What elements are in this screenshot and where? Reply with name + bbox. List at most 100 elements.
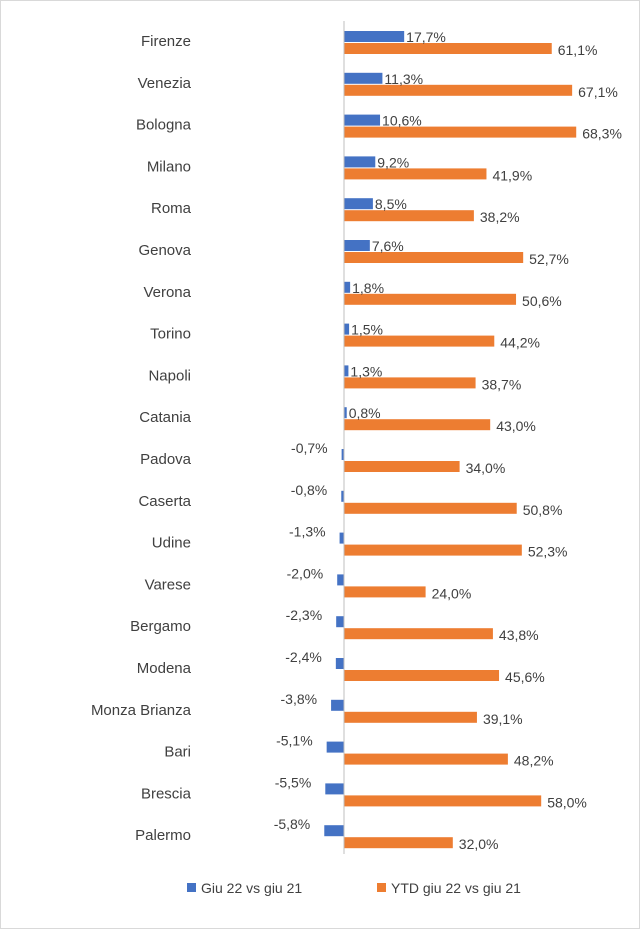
value-label-ytd-roma: 38,2% bbox=[480, 209, 520, 225]
bar-ytd-varese bbox=[344, 586, 426, 598]
value-label-giu-palermo: -5,8% bbox=[274, 816, 311, 832]
value-label-giu-monza-brianza: -3,8% bbox=[281, 691, 318, 707]
bar-giu-genova bbox=[344, 240, 370, 251]
bar-ytd-caserta bbox=[344, 502, 517, 514]
category-label-brescia: Brescia bbox=[141, 785, 192, 802]
category-label-catania: Catania bbox=[139, 409, 191, 426]
value-label-giu-torino: 1,5% bbox=[351, 322, 383, 338]
value-label-giu-milano: 9,2% bbox=[377, 154, 409, 170]
category-label-caserta: Caserta bbox=[138, 493, 191, 510]
category-label-venezia: Venezia bbox=[138, 75, 192, 92]
value-label-giu-brescia: -5,5% bbox=[275, 774, 312, 790]
bar-ytd-udine bbox=[344, 544, 522, 556]
value-label-giu-firenze: 17,7% bbox=[406, 29, 446, 45]
value-label-ytd-bergamo: 43,8% bbox=[499, 627, 539, 643]
bar-giu-bergamo bbox=[336, 616, 344, 628]
category-label-torino: Torino bbox=[150, 326, 191, 343]
value-label-giu-udine: -1,3% bbox=[289, 524, 326, 540]
category-label-padova: Padova bbox=[140, 451, 192, 468]
value-label-ytd-caserta: 50,8% bbox=[523, 502, 563, 518]
bar-ytd-bari bbox=[344, 753, 508, 765]
category-label-palermo: Palermo bbox=[135, 827, 191, 844]
bar-giu-roma bbox=[344, 198, 373, 210]
bar-ytd-torino bbox=[344, 335, 495, 347]
value-label-ytd-torino: 44,2% bbox=[500, 335, 540, 351]
bar-giu-firenze bbox=[344, 31, 405, 42]
value-label-ytd-palermo: 32,0% bbox=[459, 836, 499, 852]
value-label-giu-catania: 0,8% bbox=[349, 405, 381, 421]
value-label-ytd-milano: 41,9% bbox=[492, 167, 532, 183]
bar-giu-udine bbox=[339, 532, 344, 544]
bar-ytd-roma bbox=[344, 210, 474, 222]
value-label-ytd-genova: 52,7% bbox=[529, 251, 569, 267]
category-label-bergamo: Bergamo bbox=[130, 618, 191, 635]
category-label-modena: Modena bbox=[137, 660, 192, 677]
value-label-giu-varese: -2,0% bbox=[287, 565, 324, 581]
category-label-bologna: Bologna bbox=[136, 117, 192, 134]
bar-ytd-milano bbox=[344, 168, 487, 180]
value-label-giu-padova: -0,7% bbox=[291, 440, 328, 456]
bar-ytd-palermo bbox=[344, 837, 453, 849]
value-label-ytd-padova: 34,0% bbox=[466, 460, 506, 476]
value-label-giu-bologna: 10,6% bbox=[382, 113, 422, 129]
bar-giu-padova bbox=[341, 449, 344, 460]
value-label-ytd-monza-brianza: 39,1% bbox=[483, 711, 523, 727]
value-label-giu-venezia: 11,3% bbox=[384, 71, 423, 87]
category-label-napoli: Napoli bbox=[148, 367, 191, 384]
value-label-giu-genova: 7,6% bbox=[372, 238, 404, 254]
value-label-ytd-bologna: 68,3% bbox=[582, 126, 622, 142]
bar-giu-milano bbox=[344, 156, 376, 168]
bar-giu-catania bbox=[344, 407, 347, 419]
bar-ytd-monza-brianza bbox=[344, 711, 477, 723]
value-label-ytd-udine: 52,3% bbox=[528, 544, 568, 560]
bar-giu-napoli bbox=[344, 365, 349, 377]
bars bbox=[324, 31, 577, 849]
bar-giu-modena bbox=[335, 658, 344, 669]
value-label-giu-bergamo: -2,3% bbox=[286, 607, 323, 623]
category-label-roma: Roma bbox=[151, 200, 192, 217]
legend-label-giu: Giu 22 vs giu 21 bbox=[201, 880, 302, 896]
bar-ytd-padova bbox=[344, 461, 460, 472]
bar-giu-caserta bbox=[341, 490, 344, 502]
legend-swatch-giu bbox=[187, 883, 196, 892]
bar-ytd-napoli bbox=[344, 377, 476, 389]
category-labels: Firenze Venezia Bologna Milano Roma Genova Ver… bbox=[91, 33, 192, 844]
bar-giu-verona bbox=[344, 281, 351, 293]
bar-giu-bari bbox=[326, 741, 344, 753]
bar-ytd-bologna bbox=[344, 126, 577, 138]
legend-swatch-ytd bbox=[377, 883, 386, 892]
bar-giu-bologna bbox=[344, 114, 381, 126]
value-label-giu-roma: 8,5% bbox=[375, 196, 407, 212]
value-label-ytd-napoli: 38,7% bbox=[482, 376, 522, 392]
bar-ytd-bergamo bbox=[344, 628, 493, 640]
bar-ytd-venezia bbox=[344, 84, 573, 96]
value-label-giu-caserta: -0,8% bbox=[291, 482, 328, 498]
bar-ytd-genova bbox=[344, 252, 524, 263]
bar-ytd-modena bbox=[344, 670, 500, 681]
legend-label-ytd: YTD giu 22 vs giu 21 bbox=[391, 880, 521, 896]
value-label-giu-verona: 1,8% bbox=[352, 280, 384, 296]
bar-giu-torino bbox=[344, 323, 350, 335]
bar-ytd-brescia bbox=[344, 795, 542, 807]
category-label-monza-brianza: Monza Brianza bbox=[91, 702, 192, 719]
value-label-giu-bari: -5,1% bbox=[276, 733, 313, 749]
value-label-ytd-verona: 50,6% bbox=[522, 293, 562, 309]
bar-giu-venezia bbox=[344, 72, 383, 84]
category-label-udine: Udine bbox=[152, 535, 191, 552]
category-label-milano: Milano bbox=[147, 158, 191, 175]
value-label-ytd-catania: 43,0% bbox=[496, 418, 536, 434]
value-label-giu-napoli: 1,3% bbox=[350, 363, 382, 379]
bar-ytd-catania bbox=[344, 419, 491, 431]
value-labels: 17,7% 61,1% 11,3% 67,1% 10,6% 68,3% 9,2% 41,9% 8… bbox=[274, 29, 622, 852]
value-label-ytd-varese: 24,0% bbox=[432, 585, 472, 601]
category-label-bari: Bari bbox=[164, 744, 191, 761]
value-label-giu-modena: -2,4% bbox=[285, 649, 322, 665]
category-label-genova: Genova bbox=[138, 242, 191, 259]
bar-ytd-firenze bbox=[344, 43, 552, 54]
bar-ytd-verona bbox=[344, 293, 517, 305]
bar-giu-brescia bbox=[325, 783, 344, 795]
bar-giu-monza-brianza bbox=[331, 699, 344, 711]
legend: Giu 22 vs giu 21 YTD giu 22 vs giu 21 bbox=[187, 880, 521, 896]
